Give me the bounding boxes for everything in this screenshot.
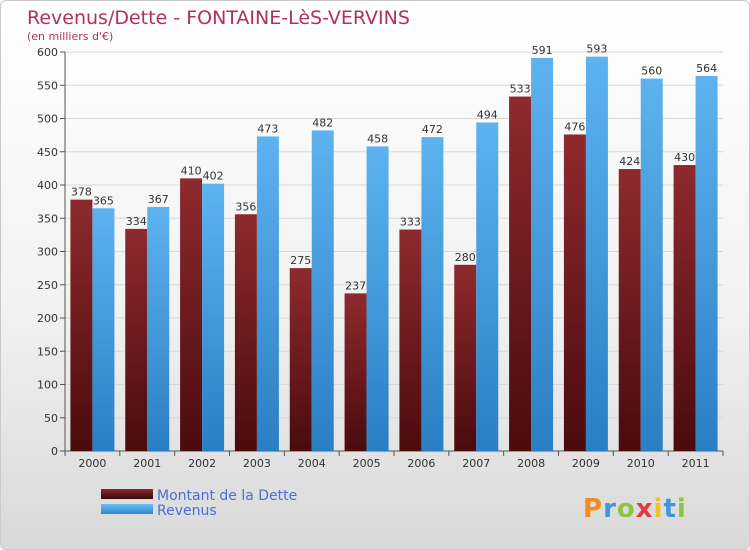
y-tick-label: 600 <box>37 46 58 59</box>
value-label: 564 <box>696 62 717 75</box>
y-axis-ticks: 0 50 100 150 200 250 300 350 400 450 500 550 600 <box>37 46 65 458</box>
proxiti-logo: Proxiti <box>583 494 687 524</box>
y-tick-label: 550 <box>37 79 58 92</box>
x-tick-label: 2000 <box>78 457 106 470</box>
bar-revenus <box>695 75 718 451</box>
bar-dette <box>289 268 312 451</box>
bar-dette <box>125 228 148 451</box>
bar-revenus <box>202 183 225 452</box>
value-label: 593 <box>586 43 607 56</box>
bar-dette <box>70 199 93 451</box>
legend-swatch-debt <box>101 489 153 499</box>
legend-label-debt: Montant de la Dette <box>157 488 297 504</box>
value-label: 472 <box>422 123 443 136</box>
svg-text:Proxiti: Proxiti <box>583 494 687 524</box>
legend-label-revenus: Revenus <box>157 503 217 519</box>
bar-revenus <box>256 136 279 451</box>
value-label: 476 <box>564 120 585 133</box>
y-tick-label: 50 <box>44 412 58 425</box>
chart-title: Revenus/Dette - FONTAINE-LèS-VERVINS <box>27 7 410 29</box>
bar-revenus <box>476 122 499 452</box>
y-tick-label: 0 <box>51 445 58 458</box>
value-label: 494 <box>477 108 498 121</box>
value-label: 560 <box>641 65 662 78</box>
bar-dette <box>344 293 367 451</box>
legend: Montant de la Dette Revenus <box>101 488 297 519</box>
bar-revenus <box>92 208 115 451</box>
y-tick-label: 500 <box>37 113 58 126</box>
y-tick-label: 100 <box>37 379 58 392</box>
bar-dette <box>509 96 532 452</box>
value-label: 482 <box>312 116 333 129</box>
value-label: 367 <box>148 193 169 206</box>
value-label: 473 <box>257 122 278 135</box>
bars <box>70 56 718 452</box>
x-tick-label: 2006 <box>407 457 435 470</box>
value-label: 333 <box>400 216 421 229</box>
x-tick-label: 2010 <box>627 457 655 470</box>
value-label: 458 <box>367 132 388 145</box>
x-tick-label: 2003 <box>243 457 271 470</box>
bar-revenus <box>366 146 389 451</box>
value-label: 365 <box>93 194 114 207</box>
chart-subtitle: (en milliers d'€) <box>27 30 113 43</box>
value-label: 378 <box>71 186 92 199</box>
y-tick-label: 250 <box>37 279 58 292</box>
bar-dette <box>180 178 203 451</box>
value-label: 334 <box>126 215 147 228</box>
bar-dette <box>563 134 586 451</box>
value-label: 533 <box>510 83 531 96</box>
x-axis-ticks: 2000 2001 2002 2003 2004 2005 2006 2007 2008 2009… <box>64 451 724 470</box>
y-tick-label: 350 <box>37 212 58 225</box>
bar-dette <box>399 229 422 451</box>
bar-dette <box>234 214 257 451</box>
value-label: 591 <box>532 44 553 57</box>
value-label: 280 <box>455 251 476 264</box>
bar-revenus <box>640 78 663 451</box>
bar-revenus <box>585 56 608 451</box>
bar-revenus <box>421 137 444 451</box>
x-tick-label: 2009 <box>572 457 600 470</box>
value-label: 410 <box>181 164 202 177</box>
y-tick-label: 200 <box>37 312 58 325</box>
legend-swatch-revenus <box>101 504 153 514</box>
value-label: 402 <box>203 170 224 183</box>
x-tick-label: 2004 <box>298 457 326 470</box>
bar-dette <box>618 169 641 452</box>
bar-revenus <box>531 57 554 452</box>
y-tick-label: 450 <box>37 146 58 159</box>
bar-dette <box>454 264 477 451</box>
x-tick-label: 2005 <box>353 457 381 470</box>
y-tick-label: 300 <box>37 246 58 259</box>
value-label: 424 <box>619 155 640 168</box>
x-tick-label: 2001 <box>133 457 161 470</box>
value-label: 237 <box>345 279 366 292</box>
x-tick-label: 2007 <box>462 457 490 470</box>
value-label: 430 <box>674 151 695 164</box>
bar-dette <box>673 165 696 452</box>
x-tick-label: 2002 <box>188 457 216 470</box>
x-tick-label: 2008 <box>517 457 545 470</box>
x-tick-label: 2011 <box>682 457 710 470</box>
value-label: 275 <box>290 254 311 267</box>
value-label: 356 <box>235 200 256 213</box>
y-tick-label: 400 <box>37 179 58 192</box>
y-tick-label: 150 <box>37 345 58 358</box>
bar-revenus <box>147 206 170 451</box>
bar-revenus <box>311 130 334 451</box>
